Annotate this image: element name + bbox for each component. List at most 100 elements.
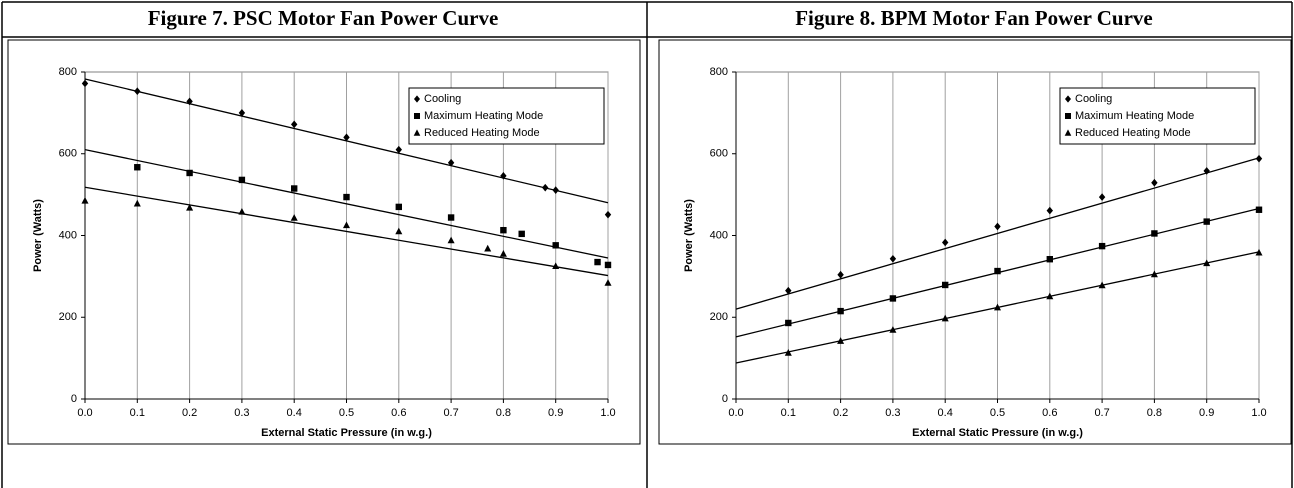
- marker-diamond: [238, 109, 246, 117]
- marker-diamond: [343, 133, 350, 142]
- marker-triangle: [784, 348, 792, 356]
- marker-triangle: [1098, 281, 1106, 289]
- marker-triangle: [837, 337, 845, 344]
- legend-label: Cooling: [424, 93, 461, 105]
- x-tick-label: 0.0: [728, 407, 743, 419]
- marker-square: [942, 281, 949, 289]
- x-tick-label: 0.8: [1147, 407, 1162, 419]
- marker-triangle: [342, 221, 351, 229]
- marker-diamond: [1203, 167, 1210, 175]
- legend-marker: [1065, 113, 1071, 119]
- marker-square: [594, 258, 601, 266]
- marker-diamond: [291, 120, 298, 129]
- x-tick-label: 0.5: [990, 407, 1005, 419]
- marker-square: [291, 185, 298, 192]
- marker-square: [1098, 242, 1106, 250]
- legend-label: Cooling: [1075, 93, 1112, 105]
- trendline: [84, 149, 609, 259]
- marker-diamond: [837, 270, 844, 279]
- y-tick-label: 0: [722, 393, 728, 405]
- y-tick-label: 200: [710, 311, 728, 323]
- marker-triangle: [1203, 259, 1211, 267]
- x-tick-label: 0.1: [781, 407, 796, 419]
- marker-diamond: [1151, 178, 1158, 187]
- legend-box: [408, 87, 605, 145]
- x-tick-label: 0.4: [938, 407, 953, 419]
- marker-square: [500, 226, 507, 234]
- x-tick-label: 0.2: [833, 407, 848, 419]
- marker-diamond: [81, 79, 89, 88]
- x-tick-label: 0.8: [496, 407, 511, 419]
- marker-diamond: [395, 145, 402, 154]
- legend-label: Reduced Heating Mode: [1075, 127, 1191, 139]
- x-tick-label: 0.9: [548, 407, 563, 419]
- marker-diamond: [447, 158, 455, 167]
- x-tick-label: 0.5: [339, 407, 354, 419]
- marker-triangle: [499, 250, 507, 257]
- marker-triangle: [484, 244, 492, 252]
- marker-square: [785, 319, 792, 327]
- marker-diamond: [500, 171, 507, 180]
- chart-title: Figure 7. PSC Motor Fan Power Curve: [148, 6, 499, 30]
- legend-marker: [1064, 129, 1072, 136]
- y-tick-label: 800: [59, 66, 77, 78]
- marker-triangle: [941, 314, 949, 322]
- marker-diamond: [994, 222, 1001, 231]
- marker-square: [837, 307, 844, 315]
- marker-triangle: [238, 207, 246, 215]
- marker-triangle: [552, 262, 560, 270]
- legend-box: [1059, 87, 1256, 145]
- x-tick-label: 0.3: [885, 407, 900, 419]
- marker-square: [889, 295, 897, 302]
- marker-diamond: [552, 186, 559, 194]
- legend-label: Maximum Heating Mode: [1075, 110, 1194, 122]
- y-tick-label: 400: [59, 229, 77, 241]
- x-tick-label: 0.0: [77, 407, 92, 419]
- marker-square: [604, 261, 612, 269]
- marker-diamond: [785, 286, 792, 295]
- x-tick-label: 0.1: [130, 407, 145, 419]
- legend-marker: [413, 129, 421, 136]
- trendline: [84, 186, 609, 277]
- x-axis-title: External Static Pressure (in w.g.): [261, 427, 432, 439]
- marker-square: [447, 214, 455, 221]
- marker-diamond: [1098, 193, 1106, 201]
- x-tick-label: 0.2: [182, 407, 197, 419]
- marker-triangle: [1046, 292, 1054, 300]
- legend-marker: [414, 95, 420, 103]
- marker-square: [343, 193, 350, 201]
- x-tick-label: 1.0: [1251, 407, 1266, 419]
- trendline: [735, 157, 1260, 310]
- marker-triangle: [993, 303, 1002, 311]
- marker-square: [1255, 206, 1263, 213]
- marker-diamond: [186, 97, 193, 106]
- marker-square: [994, 267, 1001, 275]
- marker-square: [134, 164, 141, 171]
- marker-triangle: [186, 203, 194, 211]
- marker-diamond: [889, 254, 897, 263]
- marker-triangle: [81, 196, 89, 204]
- marker-square: [238, 176, 246, 184]
- marker-square: [518, 230, 525, 238]
- marker-triangle: [395, 227, 403, 235]
- marker-square: [395, 203, 402, 211]
- marker-square: [186, 169, 193, 177]
- x-tick-label: 0.7: [1094, 407, 1109, 419]
- marker-square: [552, 242, 559, 249]
- marker-diamond: [542, 183, 549, 192]
- marker-diamond: [134, 87, 141, 96]
- y-tick-label: 800: [710, 66, 728, 78]
- marker-square: [1203, 218, 1210, 225]
- marker-diamond: [1046, 206, 1053, 215]
- chart-title: Figure 8. BPM Motor Fan Power Curve: [795, 6, 1153, 30]
- x-tick-label: 0.6: [391, 407, 406, 419]
- marker-diamond: [604, 210, 612, 219]
- y-tick-label: 0: [71, 393, 77, 405]
- x-tick-label: 0.7: [443, 407, 458, 419]
- marker-triangle: [133, 199, 141, 207]
- x-axis-title: External Static Pressure (in w.g.): [912, 427, 1083, 439]
- marker-square: [1046, 256, 1053, 263]
